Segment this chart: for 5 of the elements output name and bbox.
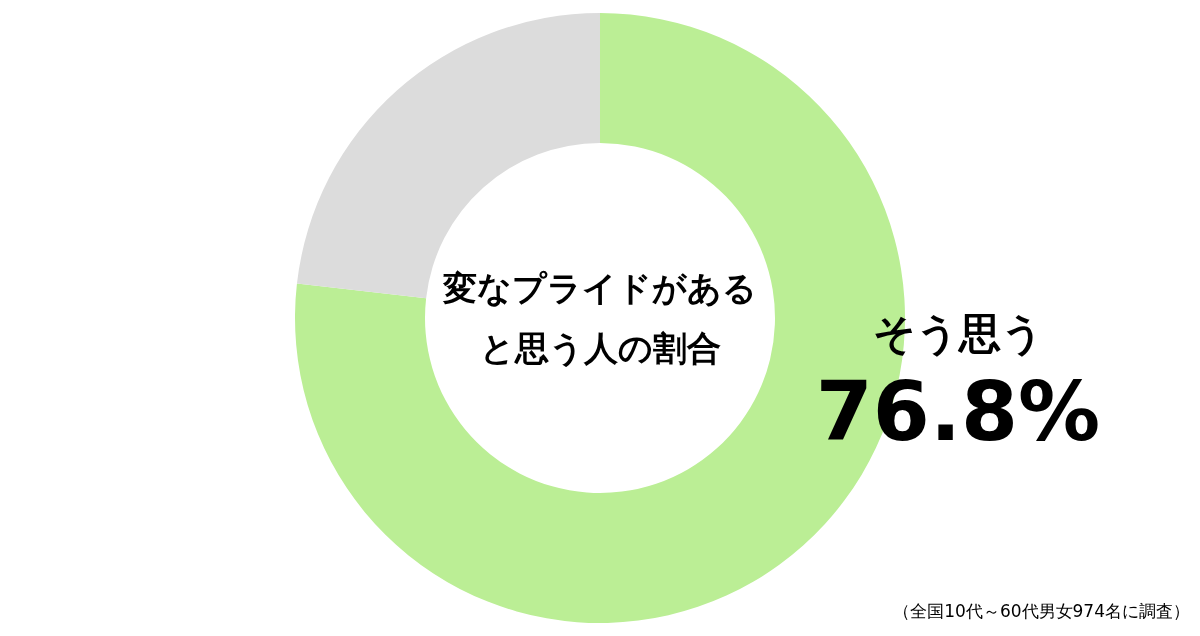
text: と思う人の割合 [479,328,721,368]
text: 変なプライドがある [442,268,757,308]
text: （全国10代～60代男女974名に調査） [893,601,1190,621]
data-label: 76.8% [815,364,1101,459]
slice-label: そう思う [872,309,1044,358]
